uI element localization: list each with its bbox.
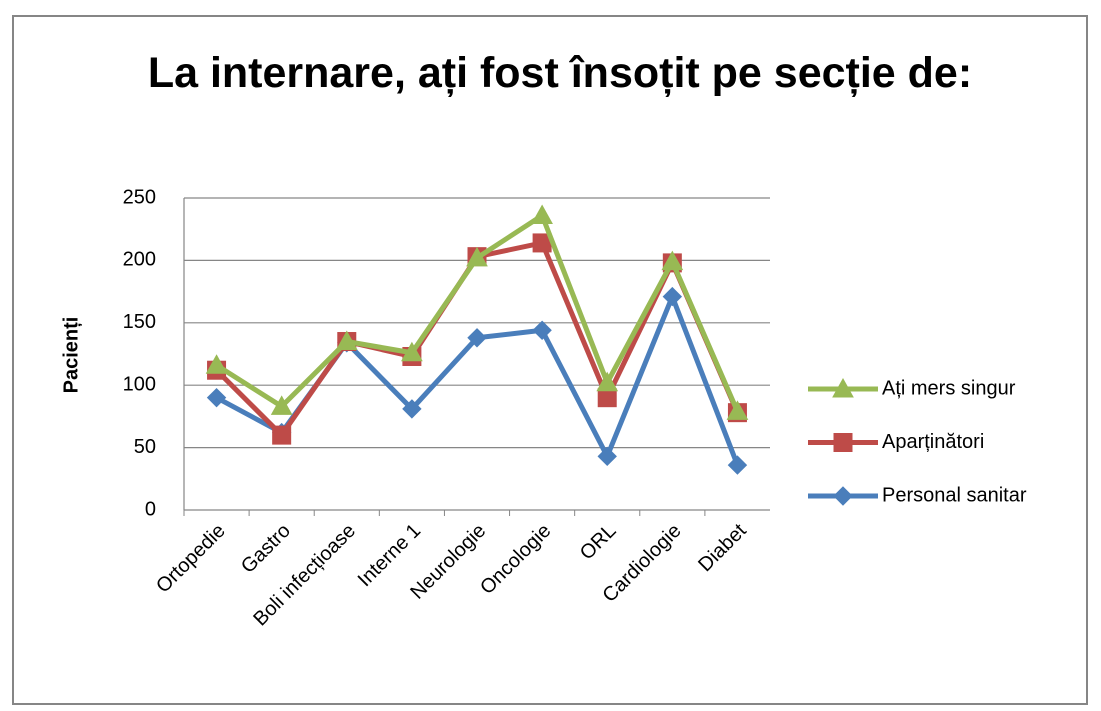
data-point bbox=[401, 341, 423, 362]
data-point bbox=[727, 455, 748, 475]
legend-marker bbox=[832, 377, 854, 398]
chart-title: La internare, ați fost însoțit pe secție… bbox=[147, 49, 973, 97]
data-point bbox=[466, 246, 488, 267]
y-axis-label: Pacienți bbox=[60, 317, 82, 394]
y-tick-label: 250 bbox=[123, 186, 156, 208]
data-point bbox=[335, 330, 358, 351]
x-tick-label: Diabet bbox=[694, 519, 751, 576]
data-point bbox=[661, 250, 684, 271]
legend-marker bbox=[833, 486, 853, 506]
chart-frame bbox=[12, 15, 1088, 705]
x-tick-label: Ortopedie bbox=[152, 520, 230, 598]
legend-label: Aparținători bbox=[882, 431, 984, 453]
y-tick-label: 0 bbox=[145, 498, 156, 520]
legend-marker bbox=[833, 433, 853, 452]
series-line bbox=[215, 294, 740, 466]
data-point bbox=[402, 399, 422, 419]
data-point bbox=[597, 388, 617, 408]
data-point bbox=[532, 320, 552, 340]
data-point bbox=[205, 354, 228, 374]
data-point bbox=[597, 446, 617, 467]
y-tick-label: 150 bbox=[123, 311, 156, 333]
x-tick-label: Gastro bbox=[237, 520, 295, 578]
series-line bbox=[215, 212, 740, 413]
data-point bbox=[531, 204, 553, 224]
data-point bbox=[272, 425, 292, 445]
legend-label: Personal sanitar bbox=[882, 484, 1027, 506]
y-tick-label: 100 bbox=[123, 373, 156, 395]
data-point bbox=[467, 328, 487, 348]
x-tick-label: Oncologie bbox=[476, 520, 555, 599]
y-tick-label: 200 bbox=[123, 249, 156, 271]
data-point bbox=[596, 371, 619, 392]
data-point bbox=[662, 286, 683, 307]
data-point bbox=[726, 400, 749, 420]
legend-label: Ați mers singur bbox=[882, 377, 1016, 399]
x-tick-label: ORL bbox=[576, 520, 621, 565]
y-tick-label: 50 bbox=[134, 436, 156, 458]
data-point bbox=[206, 387, 227, 408]
data-point bbox=[270, 395, 293, 415]
